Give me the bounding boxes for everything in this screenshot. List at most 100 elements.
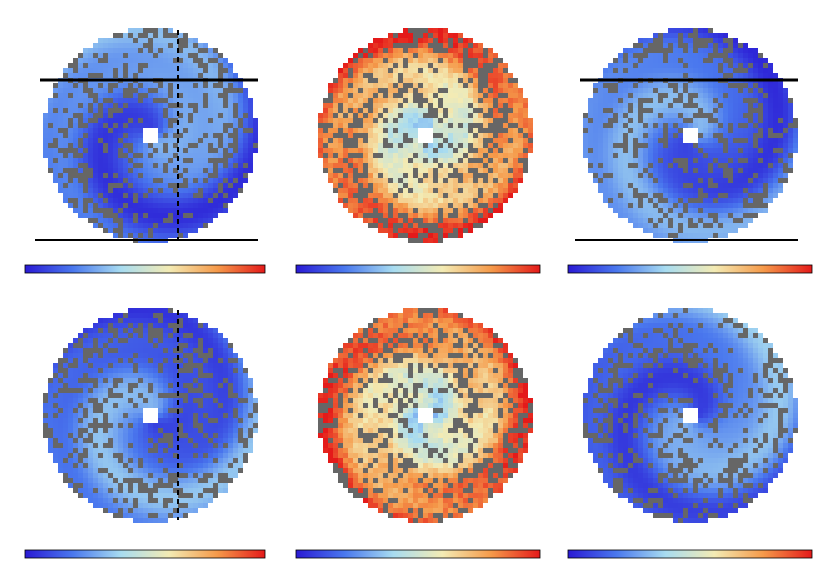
heatmap-cell bbox=[173, 88, 178, 93]
heatmap-cell bbox=[423, 48, 428, 53]
heatmap-cell bbox=[368, 138, 373, 143]
heatmap-cell bbox=[733, 53, 738, 58]
heatmap-cell bbox=[618, 63, 623, 68]
heatmap-cell bbox=[173, 133, 178, 138]
heatmap-cell bbox=[728, 103, 733, 108]
heatmap-cell bbox=[403, 143, 408, 148]
heatmap-cell bbox=[203, 123, 208, 128]
heatmap-cell bbox=[78, 393, 83, 398]
heatmap-cell bbox=[648, 213, 653, 218]
heatmap-cell bbox=[228, 173, 233, 178]
heatmap-cell bbox=[193, 403, 198, 408]
heatmap-cell bbox=[128, 138, 133, 143]
heatmap-cell bbox=[233, 83, 238, 88]
heatmap-cell bbox=[438, 183, 443, 188]
heatmap-cell bbox=[723, 228, 728, 233]
heatmap-cell bbox=[413, 143, 418, 148]
heatmap-cell bbox=[133, 173, 138, 178]
heatmap-cell bbox=[193, 158, 198, 163]
heatmap-cell bbox=[118, 58, 123, 63]
heatmap-cell bbox=[448, 173, 453, 178]
heatmap-cell bbox=[373, 88, 378, 93]
heatmap-cell bbox=[243, 98, 248, 103]
heatmap-cell bbox=[203, 138, 208, 143]
heatmap-cell bbox=[213, 383, 218, 388]
heatmap-cell bbox=[188, 113, 193, 118]
heatmap-cell bbox=[383, 103, 388, 108]
heatmap-cell bbox=[128, 38, 133, 43]
heatmap-cell bbox=[383, 128, 388, 133]
heatmap-cell bbox=[208, 173, 213, 178]
heatmap-cell bbox=[738, 128, 743, 133]
heatmap-cell bbox=[98, 133, 103, 138]
heatmap-cell bbox=[193, 38, 198, 43]
heatmap-cell bbox=[188, 38, 193, 43]
heatmap-cell bbox=[773, 188, 778, 193]
heatmap-cell bbox=[468, 203, 473, 208]
heatmap-cell bbox=[183, 103, 188, 108]
heatmap-cell bbox=[733, 123, 738, 128]
heatmap-cell bbox=[78, 198, 83, 203]
heatmap-cell bbox=[628, 113, 633, 118]
heatmap-cell bbox=[243, 383, 248, 388]
heatmap-cell bbox=[118, 48, 123, 53]
heatmap-cell bbox=[468, 93, 473, 98]
heatmap-cell bbox=[243, 173, 248, 178]
heatmap-cell bbox=[203, 333, 208, 338]
heatmap-cell bbox=[433, 228, 438, 233]
heatmap-cell bbox=[173, 33, 178, 38]
heatmap-cell bbox=[473, 208, 478, 213]
heatmap-cell bbox=[743, 188, 748, 193]
heatmap-cell bbox=[328, 83, 333, 88]
heatmap-cell bbox=[718, 38, 723, 43]
heatmap-cell bbox=[678, 68, 683, 73]
heatmap-cell bbox=[753, 158, 758, 163]
heatmap-cell bbox=[173, 83, 178, 88]
heatmap-cell bbox=[463, 103, 468, 108]
heatmap-cell bbox=[98, 93, 103, 98]
heatmap-cell bbox=[763, 118, 768, 123]
heatmap-cell bbox=[88, 328, 93, 333]
heatmap-cell bbox=[98, 58, 103, 63]
heatmap-cell bbox=[483, 98, 488, 103]
heatmap-cell bbox=[438, 218, 443, 223]
heatmap-cell bbox=[718, 148, 723, 153]
heatmap-cell bbox=[348, 183, 353, 188]
heatmap-cell bbox=[388, 203, 393, 208]
heatmap-cell bbox=[743, 138, 748, 143]
heatmap-cell bbox=[663, 213, 668, 218]
heatmap-cell bbox=[203, 193, 208, 198]
heatmap-cell bbox=[203, 158, 208, 163]
heatmap-cell bbox=[203, 343, 208, 348]
heatmap-cell bbox=[663, 118, 668, 123]
heatmap-cell bbox=[153, 68, 158, 73]
heatmap-cell bbox=[483, 148, 488, 153]
heatmap-cell bbox=[598, 148, 603, 153]
heatmap-cell bbox=[418, 183, 423, 188]
heatmap-cell bbox=[343, 88, 348, 93]
heatmap-cell bbox=[528, 118, 533, 123]
heatmap-cell bbox=[188, 383, 193, 388]
heatmap-cell bbox=[353, 68, 358, 73]
heatmap-cell bbox=[378, 203, 383, 208]
heatmap-cell bbox=[128, 343, 133, 348]
heatmap-cell bbox=[163, 98, 168, 103]
heatmap-cell bbox=[173, 333, 178, 338]
heatmap-cell bbox=[478, 218, 483, 223]
heatmap-cell bbox=[788, 118, 793, 123]
heatmap-cell bbox=[378, 148, 383, 153]
heatmap-cell bbox=[78, 358, 83, 363]
heatmap-cell bbox=[638, 88, 643, 93]
heatmap-cell bbox=[768, 123, 773, 128]
heatmap-cell bbox=[238, 168, 243, 173]
heatmap-cell bbox=[253, 133, 258, 138]
heatmap-cell bbox=[63, 93, 68, 98]
heatmap-cell bbox=[173, 153, 178, 158]
heatmap-cell bbox=[193, 123, 198, 128]
heatmap-cell bbox=[138, 198, 143, 203]
heatmap-cell bbox=[758, 173, 763, 178]
heatmap-cell bbox=[68, 123, 73, 128]
heatmap-cell bbox=[83, 203, 88, 208]
heatmap-cell bbox=[178, 333, 183, 338]
heatmap-cell bbox=[98, 323, 103, 328]
